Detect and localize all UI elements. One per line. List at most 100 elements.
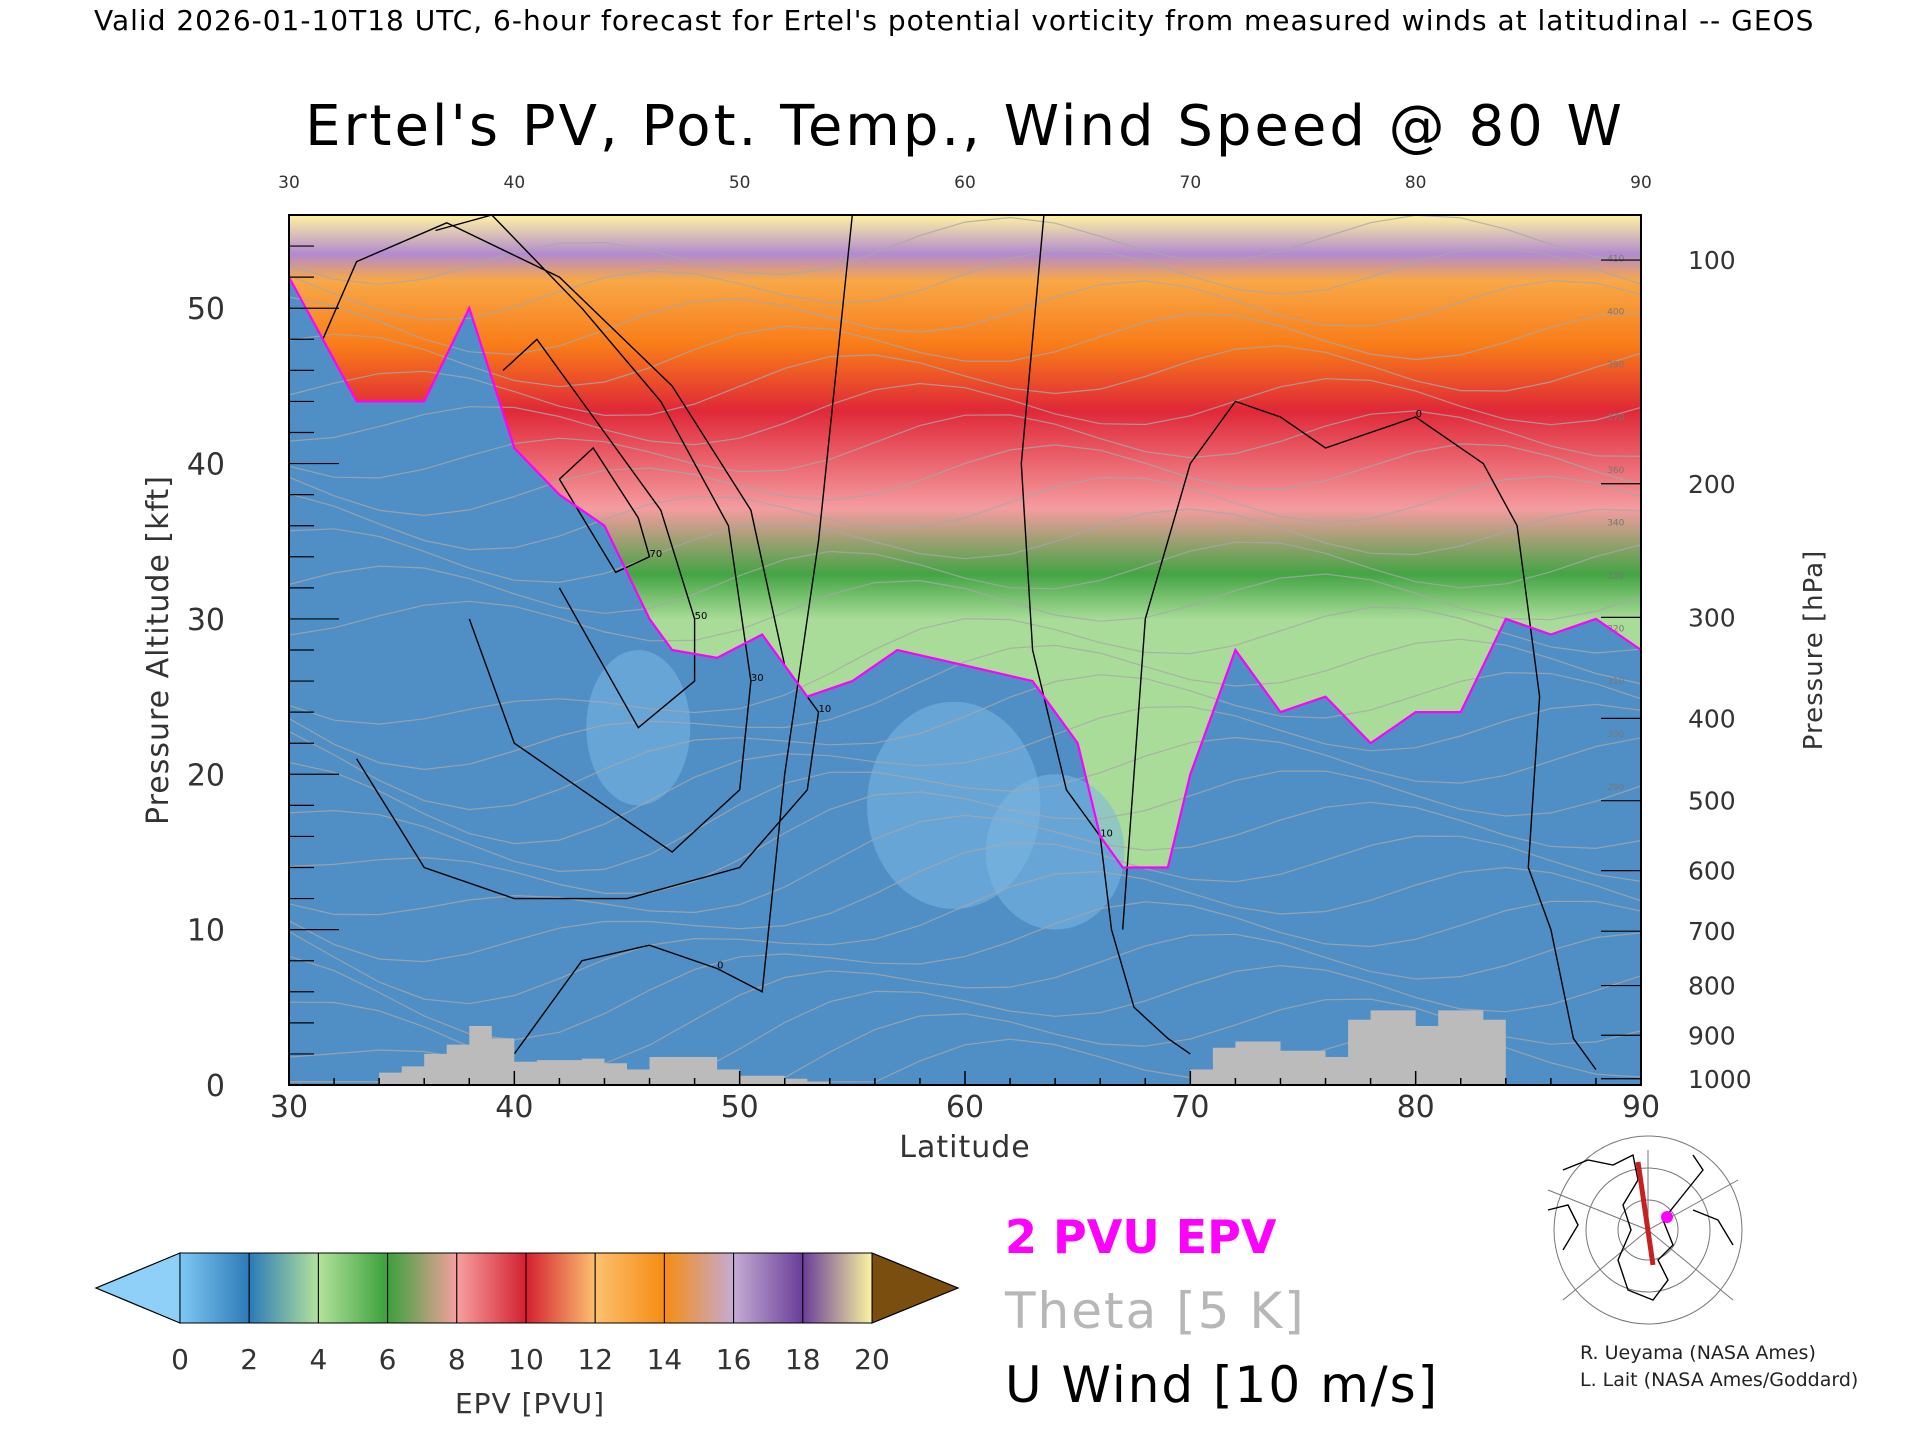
top-tick-label: 80 [1405,173,1427,193]
y-axis-kft: 0 10 20 30 40 50 [187,214,339,1104]
top-tick-label: 50 [729,173,751,193]
orography [379,1010,1506,1085]
legend-theta: Theta [5 K] [1005,1282,1306,1340]
pressure-tick-label: 400 [1688,704,1736,733]
u-wind-contour [502,338,696,729]
colorbar-tick-label: 2 [240,1343,258,1376]
u-wind-label: 70 [650,549,663,560]
u-wind-contour [513,215,853,1055]
colorbar-tick-label: 14 [647,1343,683,1376]
colorbar: 0 2 4 6 8 10 12 14 16 18 20 [94,1252,960,1376]
pressure-tick-label: 800 [1688,972,1736,1001]
theta-line [289,638,1641,771]
colorbar-segment [525,1252,596,1324]
inset-map [1543,1135,1743,1325]
light-patch [985,774,1125,930]
colorbar-tick-label: 20 [854,1343,890,1376]
theta-label: 360 [1607,466,1624,476]
theta-line [289,247,1641,321]
legend-pv: 2 PVU EPV [1005,1210,1277,1264]
u-wind-contour [435,215,752,853]
theta-line [289,475,1641,551]
theta-line [289,508,1641,584]
theta-line [289,835,1641,963]
top-tick-label: 90 [1630,173,1652,193]
u-wind-contour [1122,400,1597,1070]
theta-label: 320 [1607,624,1624,634]
x-tick-label: 80 [1397,1090,1435,1125]
theta-line [289,279,1641,355]
colorbar-segment [594,1252,665,1324]
colorbar-segment [456,1252,527,1324]
theta-line [289,770,1641,895]
top-tick-label: 70 [1180,173,1202,193]
top-tick-label: 60 [954,173,976,193]
y-axis-label: Pressure Altitude [kft] [141,475,176,825]
theta-line [289,703,1641,845]
u-wind-label: 0 [1416,409,1422,420]
top-tick-label: 40 [504,173,526,193]
top-axis: 30 40 50 60 70 80 90 [278,173,1652,193]
u-wind-contour [558,446,651,574]
colorbar-segment [248,1252,319,1324]
pressure-axis-label: Pressure [hPa] [1799,550,1829,751]
y-tick-label: 50 [187,292,225,327]
location-marker [1661,1211,1673,1223]
line-legend: 2 PVU EPV Theta [5 K] U Wind [10 m/s] [1005,1210,1439,1414]
theta-line [289,606,1641,725]
u-wind-label: 30 [751,673,764,684]
theta-line [289,345,1641,417]
colorbar-segment [733,1252,804,1324]
theta-line [289,541,1641,614]
theta-label: 400 [1607,307,1624,317]
x-axis-label: Latitude [899,1130,1030,1165]
chart-title: Ertel's PV, Pot. Temp., Wind Speed @ 80 … [305,94,1625,159]
colorbar-tick-label: 18 [785,1343,821,1376]
top-tick-label: 30 [278,173,300,193]
colorbar-tick-label: 12 [577,1343,613,1376]
colorbar-label: EPV [PVU] [455,1387,605,1420]
valid-line: Valid 2026-01-10T18 UTC, 6-hour forecast… [94,4,1814,37]
colorbar-segment [387,1252,458,1324]
x-tick-label: 90 [1622,1090,1660,1125]
x-tick-label: 70 [1171,1090,1209,1125]
theta-label: 300 [1607,730,1624,740]
colorbar-segment [317,1252,389,1324]
theta-line [289,866,1641,1005]
y-axis-pressure: 100 200 300 400 500 600 700 800 900 1000 [1601,246,1752,1094]
x-tick-label: 50 [721,1090,759,1125]
pressure-tick-label: 300 [1688,603,1736,632]
colorbar-tick-label: 8 [448,1343,466,1376]
x-tick-label: 60 [946,1090,984,1125]
pressure-tick-label: 1000 [1688,1065,1752,1094]
theta-line [289,443,1641,517]
y-tick-label: 10 [187,914,225,949]
theta-line [289,573,1641,642]
pressure-tick-label: 200 [1688,470,1736,499]
legend-wind: U Wind [10 m/s] [1005,1356,1440,1414]
theta-label: 290 [1607,783,1624,793]
theta-label: 340 [1607,519,1624,529]
u-wind-label: 10 [1100,828,1113,839]
tropopause-2pvu-line [289,276,1641,869]
theta-line [289,378,1641,446]
colorbar-tick-label: 16 [716,1343,752,1376]
colorbar-tick-label: 4 [309,1343,327,1376]
x-tick-label: 30 [270,1090,308,1125]
y-tick-label: 40 [187,448,225,483]
colorbar-over-arrow [871,1252,960,1324]
credit-line-1: R. Ueyama (NASA Ames) [1580,1342,1816,1364]
theta-label: 310 [1607,677,1624,687]
pressure-tick-label: 500 [1688,787,1736,816]
colorbar-segment [663,1252,735,1324]
u-wind-label: 50 [695,611,708,622]
colorbar-under-arrow [94,1252,181,1324]
theta-line [289,671,1641,811]
theta-line [289,801,1641,916]
y-tick-label: 30 [187,603,225,638]
pressure-tick-label: 100 [1688,246,1736,275]
theta-line [289,736,1641,873]
colorbar-tick-label: 6 [379,1343,397,1376]
y-tick-label: 0 [206,1069,225,1104]
